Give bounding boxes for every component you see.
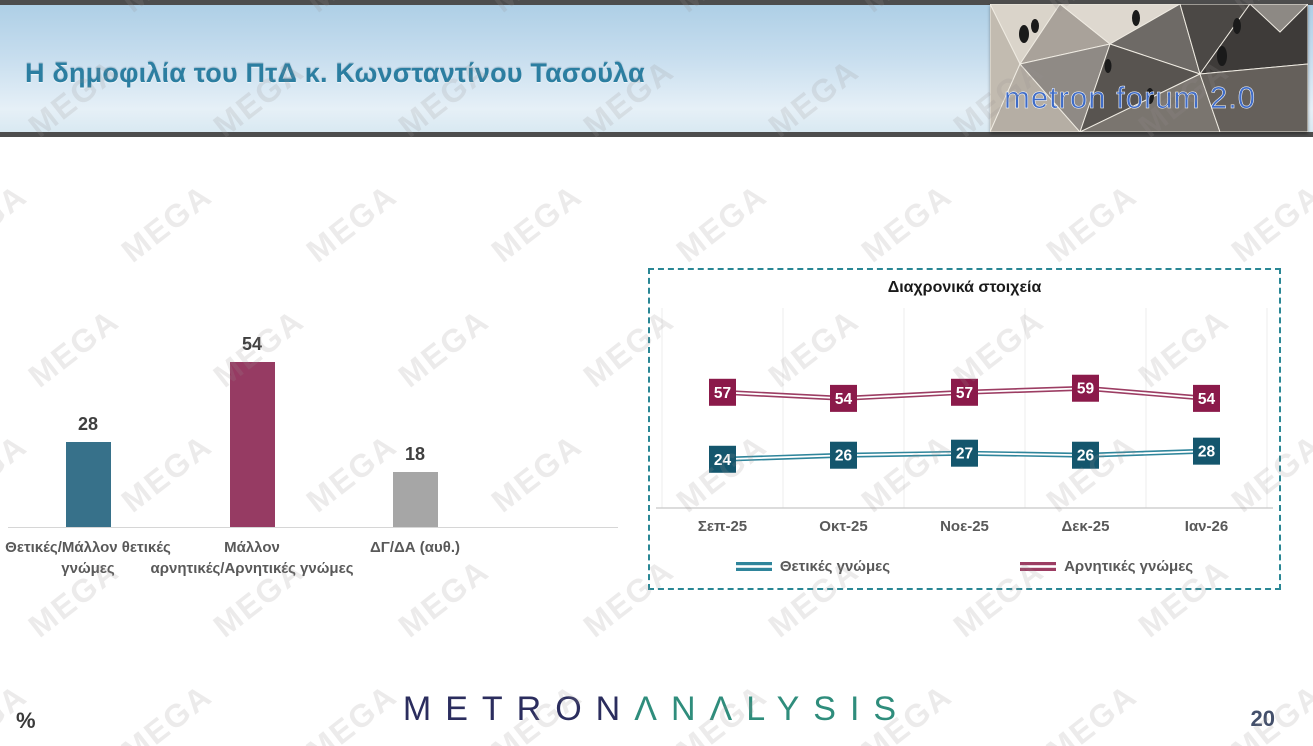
svg-text:24: 24 [714,452,732,469]
svg-text:57: 57 [714,385,731,402]
people-silhouettes [1019,10,1241,104]
timeline-legend: Θετικές γνώμες Αρνητικές γνώμες [650,558,1279,575]
bar-category-label: Μάλλον αρνητικές/Αρνητικές γνώμες [150,539,354,577]
percent-unit-label: % [16,708,36,733]
marker-Αρνητικές γνώμες: 59 [1072,374,1099,402]
page-number: 20 [1250,706,1275,731]
x-axis-label: Οκτ-25 [819,518,868,535]
bar-chart-baseline [8,527,618,528]
svg-text:54: 54 [835,391,853,408]
svg-text:57: 57 [956,385,973,402]
bar-1 [229,362,275,527]
marker-Θετικές γνώμες: 26 [830,441,857,469]
bar-category-label: ΔΓ/ΔΑ (αυθ.) [370,539,460,556]
marker-Θετικές γνώμες: 26 [1072,441,1099,469]
watermark-text: MEGA [114,176,219,270]
x-axis-label: Νοε-25 [940,518,989,535]
marker-Θετικές γνώμες: 28 [1193,437,1220,465]
legend-item: Αρνητικές γνώμες [1020,558,1193,575]
svg-text:26: 26 [835,448,853,465]
marker-Αρνητικές γνώμες: 57 [709,378,736,406]
marker-Αρνητικές γνώμες: 57 [951,378,978,406]
marker-Θετικές γνώμες: 24 [709,445,736,473]
bar-2 [392,472,438,527]
bar-value-label: 54 [241,334,263,354]
watermark-text: MEGA [669,176,774,270]
logo-metron: METRON [402,690,635,728]
metron-forum-banner: metron forum 2.0 [990,4,1308,132]
svg-text:27: 27 [956,446,973,463]
x-axis-label: Ιαν-26 [1184,518,1229,535]
metron-analysis-logo: METRONΛNΛLYSIS [0,690,1313,729]
page-title: Η δημοφιλία του ΠτΔ κ. Κωνσταντίνου Τασο… [25,58,645,88]
svg-text:59: 59 [1077,381,1095,398]
marker-Θετικές γνώμες: 27 [951,439,978,467]
x-axis-label: Σεπ-25 [697,518,748,535]
legend-line-swatch [1020,562,1057,571]
svg-text:54: 54 [1198,391,1216,408]
watermark-text: MEGA [484,176,589,270]
svg-text:28: 28 [1198,444,1216,461]
popularity-bar-chart: 28 Θετικές/Μάλλον θετικές γνώμες 54 Μάλλον αρ… [0,310,648,610]
x-axis-label: Δεκ-25 [1061,518,1110,535]
watermark-text: MEGA [299,176,404,270]
logo-analysis: ΛNΛLYSIS [634,690,911,728]
marker-Αρνητικές γνώμες: 54 [1193,384,1220,412]
watermark-text: MEGA [1039,176,1144,270]
bar-0 [65,442,111,527]
banner-logo-text: metron forum 2.0 [1004,80,1256,115]
marker-Αρνητικές γνώμες: 54 [830,384,857,412]
legend-item: Θετικές γνώμες [735,558,891,575]
bar-value-label: 28 [77,414,99,434]
watermark-text: MEGA [854,176,959,270]
svg-text:26: 26 [1077,448,1095,465]
timeline-line-chart: 24 26 27 26 28 57 54 57 59 54 [656,308,1273,509]
bar-category-label: Θετικές/Μάλλον θετικές γνώμες [5,539,171,577]
watermark-text: MEGA [0,176,34,270]
legend-line-swatch [735,562,772,571]
plaza-photo: metron forum 2.0 [990,4,1308,132]
bar-value-label: 18 [404,444,426,464]
legend-label: Θετικές γνώμες [779,558,891,575]
timeline-panel: Διαχρονικά στοιχεία 24 26 27 26 28 57 54 57 59 54… [648,268,1281,590]
timeline-title: Διαχρονικά στοιχεία [887,279,1042,296]
watermark-text: MEGA [1224,176,1313,270]
legend-label: Αρνητικές γνώμες [1064,558,1194,575]
